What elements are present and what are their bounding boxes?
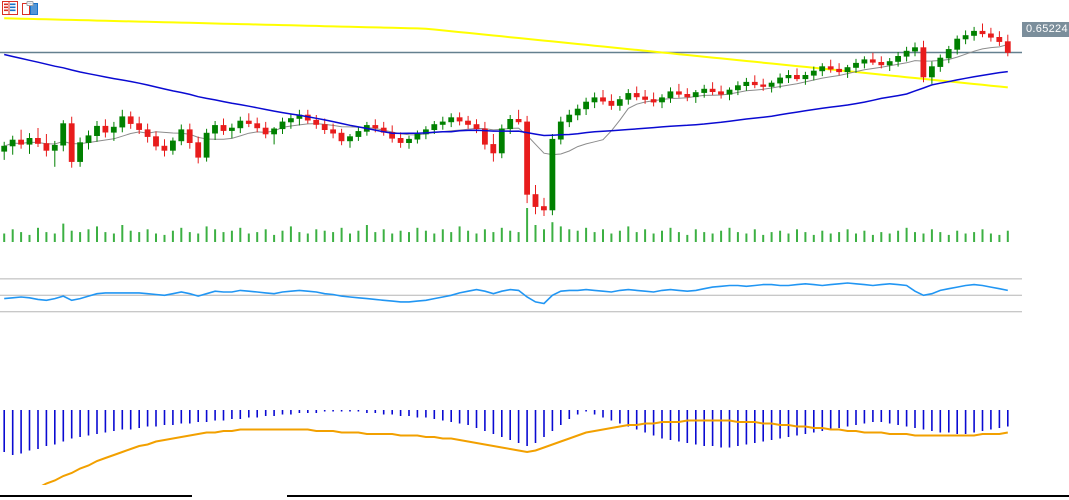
timeline-segment-right[interactable]: [287, 495, 1069, 497]
volume-bars: [3, 208, 1009, 242]
volume-panel[interactable]: [0, 200, 1069, 255]
macd-panel[interactable]: [0, 340, 1069, 485]
table-view-icon[interactable]: [2, 1, 18, 15]
last-price-tag: 0.65224: [1022, 22, 1069, 37]
documents-icon[interactable]: [22, 1, 38, 15]
oscillator-panel[interactable]: [0, 255, 1069, 340]
timeline-segment-left[interactable]: [0, 495, 192, 497]
timeline-scrollbar[interactable]: [0, 489, 1069, 500]
macd-plot: [3, 410, 1009, 485]
candlestick-plot: [0, 17, 1022, 216]
oscillator-plot: [0, 278, 1022, 313]
price-chart-panel[interactable]: [0, 16, 1069, 216]
toolbar: [0, 0, 1069, 16]
